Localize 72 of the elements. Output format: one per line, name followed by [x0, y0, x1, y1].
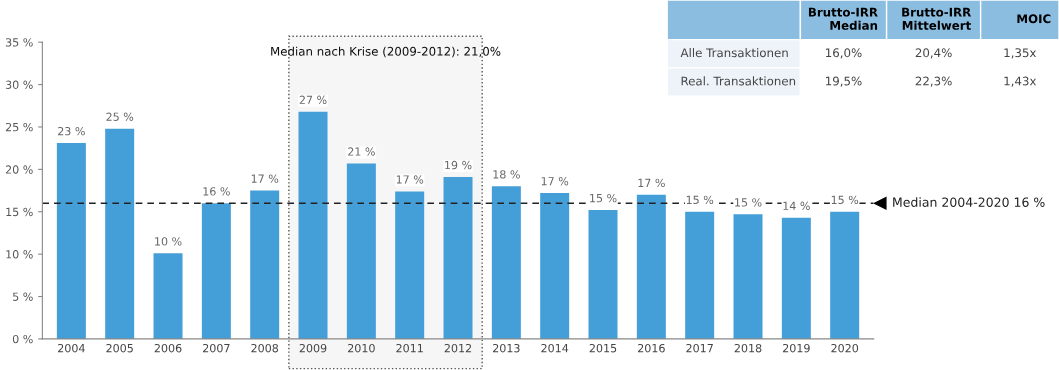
- x-tick-label: 2004: [58, 343, 85, 353]
- data-label: 27 %: [299, 95, 327, 104]
- ref-line-label: Median 2004-2020 16 %: [893, 197, 1045, 207]
- x-tick-label: 2018: [734, 343, 762, 353]
- data-label: 25 %: [106, 112, 134, 121]
- y-tick-label: 30 %: [5, 80, 33, 89]
- annotation: Real. Transaktionen: [681, 76, 796, 86]
- bar: [250, 190, 280, 339]
- bar: [733, 214, 763, 339]
- data-label: 17 %: [638, 178, 665, 188]
- data-label: 10 %: [155, 237, 182, 246]
- data-label: 17 %: [251, 174, 279, 183]
- bar: [781, 217, 811, 339]
- data-label: 17 %: [541, 176, 569, 186]
- data-label: 15 %: [831, 195, 859, 205]
- y-tick-label: 0 %: [12, 334, 33, 344]
- x-tick-label: 2016: [638, 343, 665, 353]
- data-label: 15 %: [590, 193, 617, 203]
- x-tick-label: 2008: [251, 343, 279, 353]
- text: Brutto-IRR Median: [808, 7, 878, 30]
- x-tick-label: 2014: [541, 343, 569, 353]
- data-label: 15 %: [735, 198, 762, 207]
- data-label: 17 %: [396, 175, 424, 184]
- data-label: 23 %: [58, 126, 85, 136]
- bar: [830, 211, 860, 339]
- data-label: 14 %: [783, 201, 810, 210]
- bar: [443, 176, 473, 339]
- text: Brutto-IRR Mittelwert: [902, 7, 971, 30]
- y-tick-label: 35 %: [5, 38, 33, 47]
- x-tick-label: 2005: [106, 343, 133, 353]
- x-tick-label: 2019: [783, 343, 810, 353]
- x-tick-label: 2011: [396, 343, 423, 353]
- bar: [491, 186, 521, 339]
- data-label: 19 %: [445, 160, 472, 170]
- y-tick-label: 15 %: [6, 207, 33, 217]
- bar: [395, 191, 425, 339]
- text: MOIC: [1017, 14, 1051, 24]
- x-tick-label: 2009: [299, 343, 327, 353]
- text: 1,35x: [1004, 48, 1037, 59]
- x-tick-label: 2020: [831, 343, 859, 353]
- bar: [685, 211, 715, 339]
- y-tick-label: 10 %: [6, 250, 33, 259]
- bar: [540, 193, 570, 339]
- annotation: 16,0%: [826, 48, 862, 59]
- x-tick-label: 2017: [686, 343, 713, 353]
- x-tick-label: 2013: [493, 343, 520, 353]
- annotation: 19,5%: [826, 76, 862, 87]
- bar: [56, 143, 86, 339]
- data-label: 21 %: [348, 147, 375, 156]
- annotation: Alle Transaktionen: [680, 48, 788, 58]
- bar: [105, 128, 135, 339]
- band-label: Median nach Krise (2009-2012): 21,0%: [271, 46, 501, 58]
- bar: [588, 210, 618, 339]
- x-tick-label: 2010: [348, 343, 375, 353]
- x-tick-label: 2012: [444, 343, 472, 353]
- bar: [298, 111, 328, 339]
- bar: [201, 203, 231, 339]
- data-label: 15 %: [686, 195, 714, 205]
- text: 22,3%: [915, 76, 952, 87]
- bar: [153, 253, 183, 339]
- y-tick-label: 5 %: [13, 292, 33, 301]
- y-tick-label: 25 %: [5, 122, 33, 132]
- data-label: 16 %: [203, 187, 230, 196]
- text: 1,43x: [1004, 76, 1037, 87]
- x-tick-label: 2006: [154, 343, 182, 353]
- text: 20,4%: [915, 48, 952, 59]
- data-label: 18 %: [493, 170, 520, 179]
- bar: [636, 194, 666, 339]
- x-tick-label: 2007: [203, 343, 230, 353]
- y-tick-label: 20 %: [5, 165, 33, 174]
- x-tick-label: 2015: [589, 343, 617, 353]
- bar: [346, 163, 376, 339]
